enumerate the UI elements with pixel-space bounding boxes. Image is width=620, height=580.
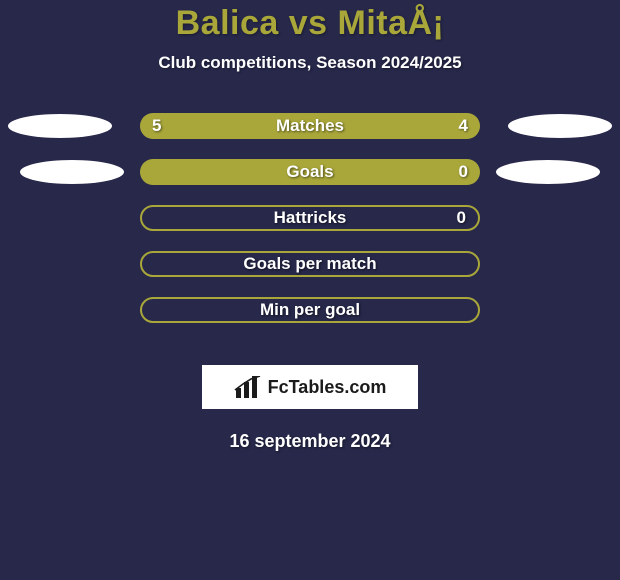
- decorative-ellipse: [8, 114, 112, 138]
- stats-infographic: Balica vs MitaÅ¡ Club competitions, Seas…: [0, 0, 620, 580]
- stat-bar: Min per goal: [140, 297, 480, 323]
- stat-value-right: 0: [457, 208, 466, 228]
- stat-row: Goals per match: [0, 251, 620, 277]
- stat-row: Goals 0: [0, 159, 620, 185]
- stat-bar: Goals per match: [140, 251, 480, 277]
- source-logo: FcTables.com: [202, 365, 418, 409]
- stat-label: Min per goal: [260, 300, 360, 320]
- stat-row: Min per goal: [0, 297, 620, 323]
- stat-rows: Matches 5 4 Goals 0 Hattricks 0 Goals per match…: [0, 113, 620, 323]
- stat-bar: Hattricks 0: [140, 205, 480, 231]
- decorative-ellipse: [20, 160, 124, 184]
- stat-value-right: 4: [459, 116, 468, 136]
- decorative-ellipse: [496, 160, 600, 184]
- bars-icon: [234, 376, 262, 398]
- stat-label: Goals: [286, 162, 333, 182]
- stat-bar: Goals 0: [140, 159, 480, 185]
- stat-row: Matches 5 4: [0, 113, 620, 139]
- stat-row: Hattricks 0: [0, 205, 620, 231]
- stat-value-left: 5: [152, 116, 161, 136]
- stat-bar: Matches 5 4: [140, 113, 480, 139]
- source-logo-text: FcTables.com: [268, 377, 387, 398]
- date-label: 16 september 2024: [0, 431, 620, 452]
- page-subtitle: Club competitions, Season 2024/2025: [0, 53, 620, 73]
- decorative-ellipse: [508, 114, 612, 138]
- page-title: Balica vs MitaÅ¡: [0, 0, 620, 43]
- stat-label: Goals per match: [243, 254, 376, 274]
- stat-label: Matches: [276, 116, 344, 136]
- stat-value-right: 0: [459, 162, 468, 182]
- stat-label: Hattricks: [274, 208, 347, 228]
